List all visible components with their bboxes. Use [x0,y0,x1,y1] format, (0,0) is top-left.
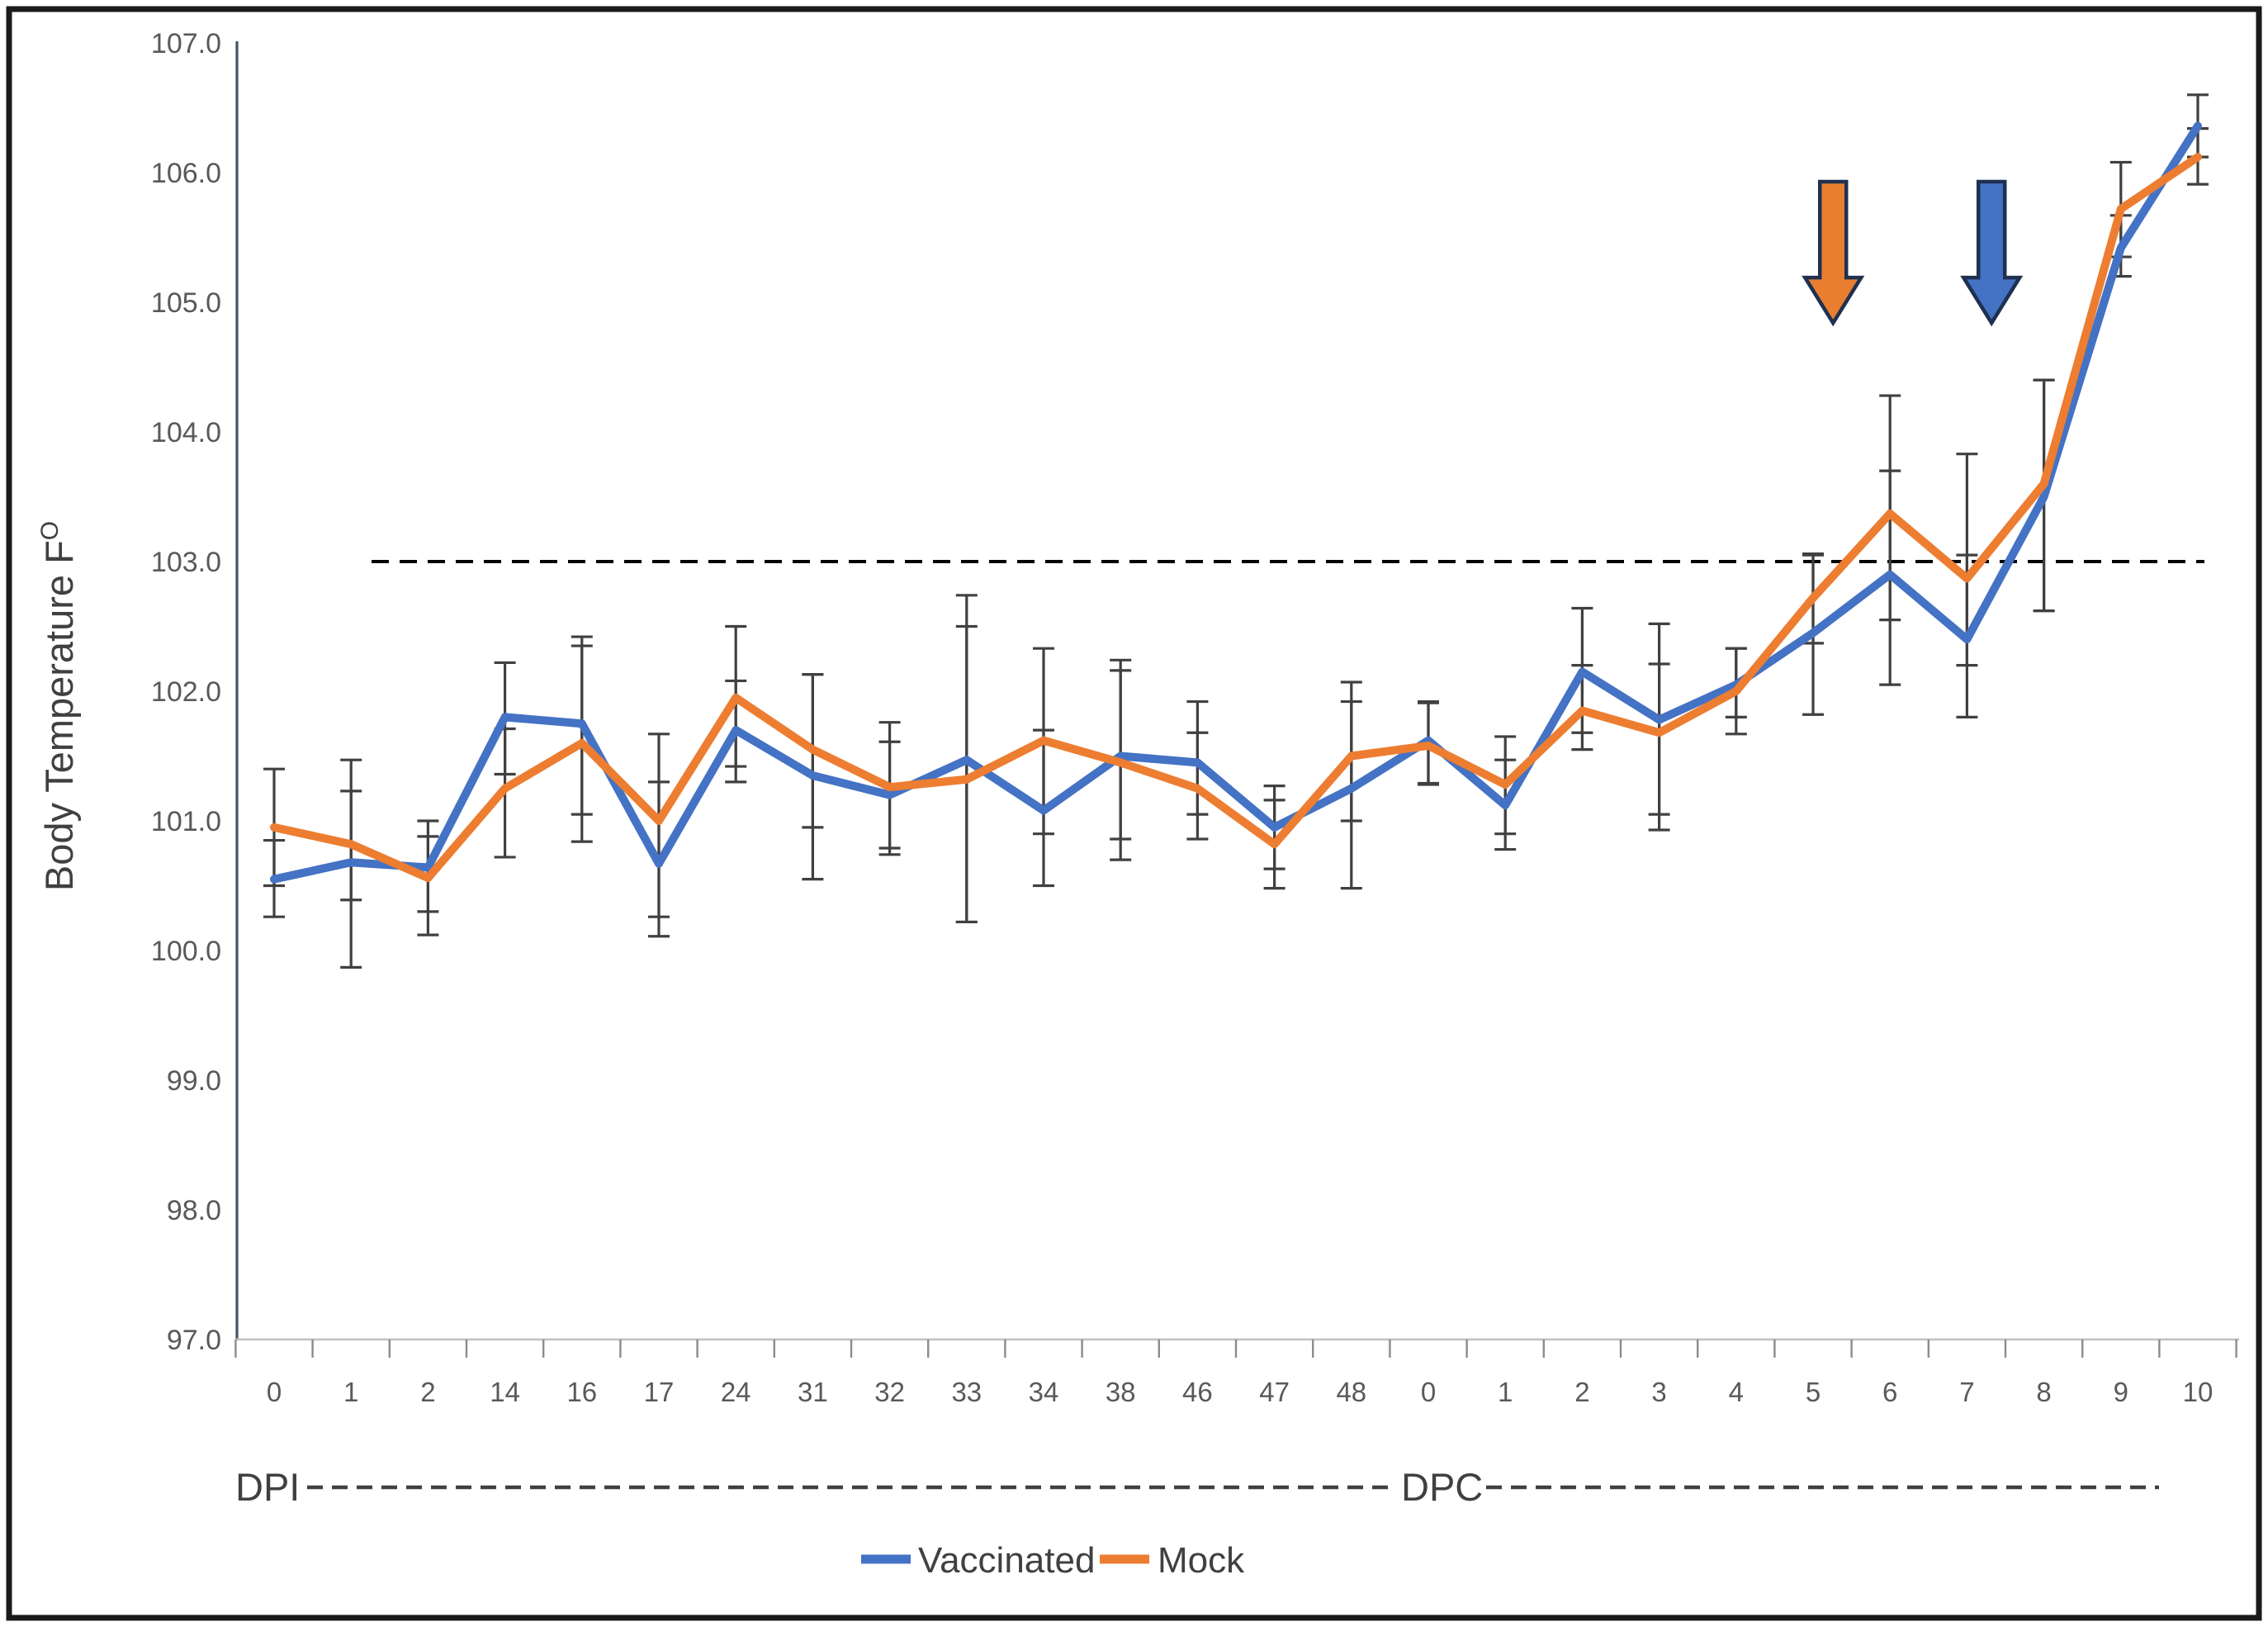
dpi-group-label: DPI [235,1465,300,1509]
series-line-vaccinated [270,121,2202,884]
x-tick-label: 2 [420,1377,435,1407]
x-tick-label: 0 [1421,1377,1436,1407]
x-tick-label: 46 [1182,1377,1213,1407]
x-tick-label: 33 [951,1377,982,1407]
legend-label-mock: Mock [1158,1540,1245,1581]
dpc-group-label: DPC [1401,1465,1483,1509]
x-tick-label: 3 [1651,1377,1666,1407]
x-tick-label: 34 [1029,1377,1059,1407]
vaccinated-challenge-arrow [1960,179,2024,327]
x-tick-label: 38 [1106,1377,1136,1407]
y-axis-title: Body Temperature FO [36,521,81,891]
y-tick-label: 103.0 [151,547,221,578]
x-tick-label: 16 [566,1377,597,1407]
x-tick-label: 17 [644,1377,675,1407]
y-tick-label: 101.0 [151,806,221,837]
y-tick-label: 102.0 [151,676,221,708]
y-tick-label: 104.0 [151,417,221,448]
y-tick-label: 105.0 [151,287,221,319]
x-tick-label: 31 [798,1377,828,1407]
y-tick-label: 97.0 [167,1325,221,1356]
legend: Vaccinated Mock [861,1540,1245,1581]
figure-border [6,6,2262,1621]
y-tick-label: 99.0 [167,1065,221,1097]
x-tick-label: 14 [490,1377,520,1407]
x-tick-label: 9 [2114,1377,2128,1407]
x-tick-label: 5 [1806,1377,1821,1407]
x-tick-label: 0 [267,1377,282,1407]
x-tick-label: 8 [2036,1377,2051,1407]
x-tick-label: 7 [1959,1377,1974,1407]
plot-area: 97.098.099.0100.0101.0102.0103.0104.0105… [36,28,2239,1581]
series-line-mock [270,153,2202,883]
y-tick-label: 107.0 [151,28,221,59]
x-tick-label: 48 [1336,1377,1366,1407]
mock-challenge-arrow [1802,179,1865,327]
y-tick-label: 106.0 [151,158,221,189]
x-tick-label: 1 [1498,1377,1513,1407]
x-tick-label: 2 [1574,1377,1589,1407]
legend-label-vaccinated: Vaccinated [918,1540,1095,1581]
y-tick-label: 100.0 [151,936,221,967]
x-tick-label: 1 [343,1377,358,1407]
x-tick-label: 4 [1729,1377,1744,1407]
x-tick-label: 10 [2183,1377,2214,1407]
y-tick-label: 98.0 [167,1195,221,1226]
x-tick-label: 24 [721,1377,751,1407]
x-tick-label: 32 [874,1377,905,1407]
x-tick-label: 6 [1882,1377,1897,1407]
x-tick-label: 47 [1259,1377,1290,1407]
